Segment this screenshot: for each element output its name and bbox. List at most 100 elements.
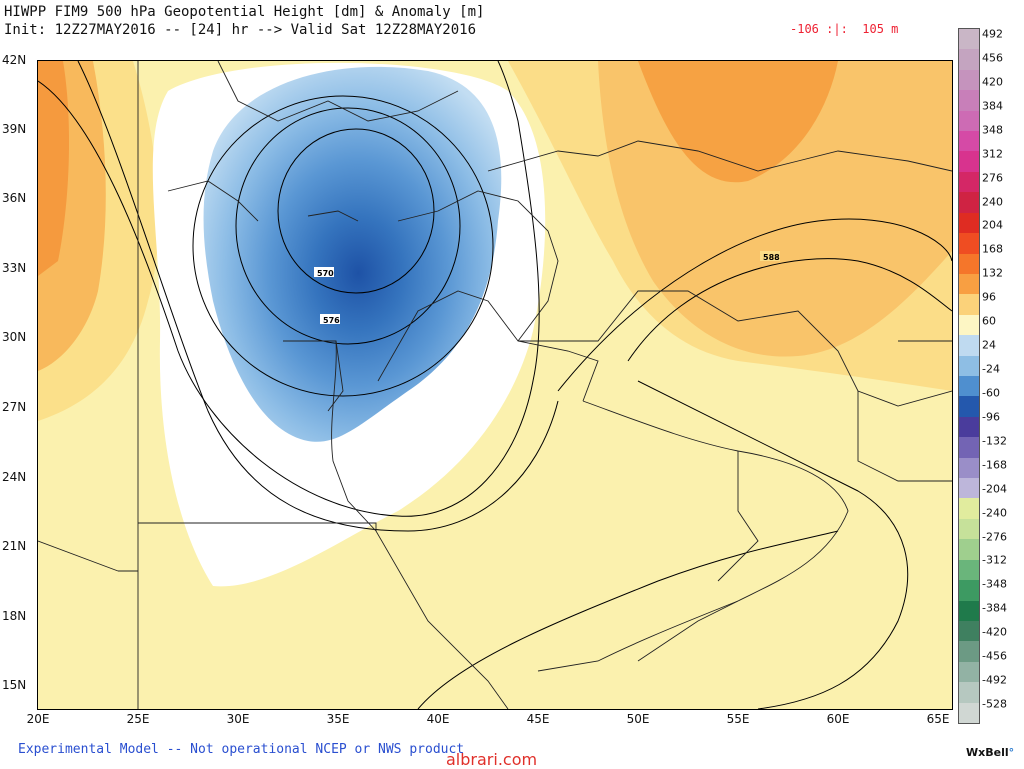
colorbar-label: -420 — [982, 625, 1007, 639]
warm-anomaly-east-core — [638, 61, 838, 183]
colorbar-segment — [959, 416, 979, 438]
colorbar-segment — [959, 314, 979, 336]
colorbar-label: -60 — [982, 386, 1000, 400]
colorbar-segment — [959, 131, 979, 152]
lon-tick-40e: 40E — [426, 712, 450, 726]
lon-tick-55e: 55E — [726, 712, 750, 726]
lat-tick-36n: 36N — [2, 191, 27, 205]
lon-tick-20e: 20E — [26, 712, 50, 726]
colorbar-segment — [959, 682, 979, 704]
lon-tick-60e: 60E — [826, 712, 850, 726]
lat-tick-33n: 33N — [2, 261, 27, 275]
colorbar-label: 348 — [982, 123, 1003, 137]
colorbar-segment — [959, 151, 979, 173]
colorbar-segment — [959, 661, 979, 683]
brand-logo: WxBell° — [966, 746, 1014, 759]
lat-tick-27n: 27N — [2, 400, 27, 414]
contour-label-588: 588 — [763, 253, 780, 262]
colorbar-segment — [959, 29, 979, 50]
colorbar-label: -276 — [982, 530, 1007, 544]
lon-tick-65e: 65E — [926, 712, 950, 726]
colorbar-label: -96 — [982, 410, 1000, 424]
colorbar-segment — [959, 559, 979, 581]
colorbar-segment — [959, 457, 979, 479]
colorbar-label: -492 — [982, 673, 1007, 687]
colorbar-segment — [959, 539, 979, 561]
colorbar-segment — [959, 233, 979, 255]
colorbar-segment — [959, 478, 979, 499]
colorbar-label: -168 — [982, 458, 1007, 472]
lon-tick-50e: 50E — [626, 712, 650, 726]
cold-anomaly-low — [203, 66, 502, 442]
colorbar-segment — [959, 90, 979, 112]
colorbar-segment — [959, 437, 979, 459]
anomaly-colorbar — [958, 28, 980, 724]
colorbar-segment — [959, 110, 979, 132]
colorbar-label: 276 — [982, 171, 1003, 185]
lon-tick-25e: 25E — [126, 712, 150, 726]
lon-tick-45e: 45E — [526, 712, 550, 726]
colorbar-segment — [959, 212, 979, 234]
colorbar-label: -456 — [982, 649, 1007, 663]
colorbar-segment — [959, 518, 979, 540]
map-title: HIWPP FIM9 500 hPa Geopotential Height [… — [4, 4, 485, 20]
colorbar-label: 456 — [982, 51, 1003, 65]
boundaries — [38, 61, 952, 709]
map-panel: 570 576 588 — [37, 60, 953, 710]
lat-tick-15n: 15N — [2, 678, 27, 692]
warm-anomaly-west-core — [38, 61, 70, 276]
colorbar-segment — [959, 69, 979, 91]
colorbar-label: 492 — [982, 27, 1003, 41]
colorbar-label: 96 — [982, 290, 996, 304]
watermark: albrari.com — [446, 750, 538, 769]
colorbar-label: 384 — [982, 99, 1003, 113]
brand-dot-icon: ° — [1008, 746, 1015, 759]
colorbar-segment — [959, 49, 979, 71]
contour-labels: 570 576 588 — [314, 251, 780, 325]
init-valid-line: Init: 12Z27MAY2016 -- [24] hr --> Valid … — [4, 22, 477, 38]
anomaly-range-label: -106 :|: 105 m — [790, 22, 899, 36]
lon-tick-35e: 35E — [326, 712, 350, 726]
brand-name: WxBell — [966, 746, 1009, 759]
colorbar-segment — [959, 294, 979, 316]
lat-tick-24n: 24N — [2, 470, 27, 484]
colorbar-label: 312 — [982, 147, 1003, 161]
colorbar-label: 24 — [982, 338, 996, 352]
lat-tick-18n: 18N — [2, 609, 27, 623]
colorbar-label: 204 — [982, 218, 1003, 232]
contour-label-570: 570 — [317, 269, 334, 278]
colorbar-label: -528 — [982, 697, 1007, 711]
colorbar-label: 60 — [982, 314, 996, 328]
lon-tick-30e: 30E — [226, 712, 250, 726]
colorbar-segment — [959, 273, 979, 295]
lat-tick-21n: 21N — [2, 539, 27, 553]
colorbar-segment — [959, 253, 979, 275]
colorbar-segment — [959, 702, 979, 724]
colorbar-label: -204 — [982, 482, 1007, 496]
colorbar-segment — [959, 641, 979, 663]
colorbar-segment — [959, 192, 979, 214]
colorbar-label: -132 — [982, 434, 1007, 448]
colorbar-segment — [959, 355, 979, 377]
colorbar-segment — [959, 620, 979, 642]
colorbar-label: 168 — [982, 242, 1003, 256]
colorbar-segment — [959, 171, 979, 193]
colorbar-label: -312 — [982, 553, 1007, 567]
colorbar-label: -24 — [982, 362, 1000, 376]
colorbar-segment — [959, 376, 979, 397]
colorbar-segment — [959, 396, 979, 418]
colorbar-label: 240 — [982, 195, 1003, 209]
lat-tick-42n: 42N — [2, 53, 27, 67]
colorbar-label: 420 — [982, 75, 1003, 89]
lat-tick-30n: 30N — [2, 330, 27, 344]
colorbar-segment — [959, 498, 979, 520]
colorbar-segment — [959, 335, 979, 357]
colorbar-segment — [959, 600, 979, 622]
colorbar-label: -384 — [982, 601, 1007, 615]
colorbar-segment — [959, 580, 979, 602]
colorbar-label: 132 — [982, 266, 1003, 280]
disclaimer-note: Experimental Model -- Not operational NC… — [18, 742, 465, 757]
map-canvas: 570 576 588 — [38, 61, 952, 709]
height-contours — [38, 61, 952, 709]
colorbar-label: -240 — [982, 506, 1007, 520]
